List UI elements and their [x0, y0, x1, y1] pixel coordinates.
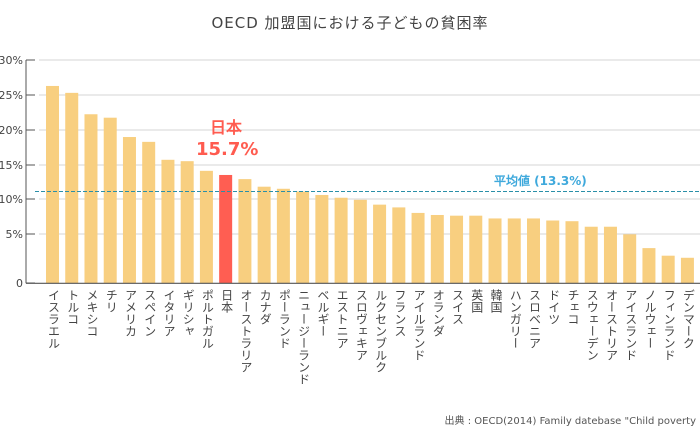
bar: [257, 186, 271, 284]
x-tick-label: スウェーデン: [585, 289, 600, 361]
x-tick-label: スロヴェキア: [354, 289, 369, 361]
bar: [84, 114, 98, 284]
bar: [623, 234, 637, 284]
x-tick-label: イタリア: [161, 289, 176, 337]
bar: [430, 214, 444, 284]
bar: [103, 117, 117, 284]
x-tick-label: ルクセンブルク: [373, 289, 388, 373]
x-tick-label: トルコ: [65, 289, 80, 325]
x-tick-label: フィンランド: [662, 289, 677, 361]
bar: [65, 92, 79, 284]
bar: [142, 141, 156, 284]
bar: [296, 191, 310, 284]
bar: [411, 212, 425, 284]
x-tick-label: スロベニア: [527, 289, 542, 349]
bar: [680, 257, 694, 284]
bar: [46, 85, 59, 284]
x-tick-label: イスラエル: [46, 289, 61, 349]
japan-annotation: 日本 15.7%: [196, 117, 259, 161]
x-tick-label: オーストラリア: [238, 289, 253, 373]
bar: [565, 221, 579, 284]
x-tick-label: フランス: [392, 289, 407, 337]
x-tick-label: 日本: [219, 289, 234, 313]
x-tick-label: オーストリア: [604, 289, 619, 361]
bar: [584, 226, 598, 284]
x-tick-label: ドイツ: [546, 289, 561, 325]
bar: [161, 159, 175, 284]
x-tick-label: ポルトガル: [200, 289, 215, 349]
bar: [392, 207, 406, 284]
bar: [661, 255, 675, 284]
y-tick-label: 0: [16, 277, 23, 290]
y-tick-label: 20%: [0, 124, 23, 137]
bar: [603, 226, 617, 284]
x-tick-label: ニュージーランド: [296, 289, 311, 385]
bar: [199, 170, 213, 284]
x-tick-label: メキシコ: [84, 289, 99, 337]
x-tick-label: ノルウェー: [642, 289, 657, 349]
bar: [488, 218, 502, 284]
y-tick-label: 25%: [0, 89, 23, 102]
x-tick-label: スイス: [450, 289, 465, 325]
japan-annotation-name: 日本: [209, 118, 242, 137]
x-tick-label: ベルギー: [315, 289, 330, 337]
bar: [180, 161, 194, 284]
bar: [353, 199, 367, 284]
x-tick-label: チリ: [104, 289, 119, 313]
bar: [334, 197, 348, 284]
x-tick-label: ポーランド: [277, 289, 292, 349]
y-tick-label: 5%: [6, 228, 23, 241]
bar: [315, 194, 329, 284]
x-tick-label: 英国: [469, 289, 484, 313]
bar: [527, 218, 540, 284]
x-tick-label: エストニア: [335, 289, 350, 349]
bar: [469, 215, 483, 284]
x-tick-label: アイルランド: [412, 289, 427, 361]
x-tick-label: ハンガリー: [508, 289, 523, 349]
bar-japan: [219, 174, 233, 284]
bar: [373, 204, 387, 284]
x-tick-label: デンマーク: [681, 289, 696, 349]
x-tick-label: オランダ: [431, 289, 446, 337]
bar: [546, 220, 560, 284]
source-note: 出典 : OECD(2014) Family datebase "Child p…: [444, 416, 696, 427]
japan-annotation-value: 15.7%: [196, 139, 259, 160]
y-tick-label: 10%: [0, 193, 23, 206]
bar: [276, 188, 290, 284]
x-tick-label: アイスランド: [623, 289, 638, 361]
average-label: 平均値 (13.3%): [494, 174, 587, 188]
x-tick-label: ギリシャ: [181, 289, 196, 337]
bar: [642, 248, 656, 284]
y-tick-label: 30%: [0, 54, 23, 67]
x-tick-label: カナダ: [258, 289, 273, 325]
x-tick-label: 韓国: [489, 289, 504, 313]
x-tick-label: アメリカ: [123, 289, 138, 337]
bar: [507, 218, 521, 284]
x-tick-label: スペイン: [142, 289, 157, 337]
x-tick-label: チェコ: [565, 289, 580, 325]
chart-title: OECD 加盟国における子どもの貧困率: [211, 14, 489, 32]
bar: [122, 137, 136, 284]
bar: [238, 179, 252, 284]
y-tick-label: 15%: [0, 159, 23, 172]
bar: [450, 215, 464, 284]
